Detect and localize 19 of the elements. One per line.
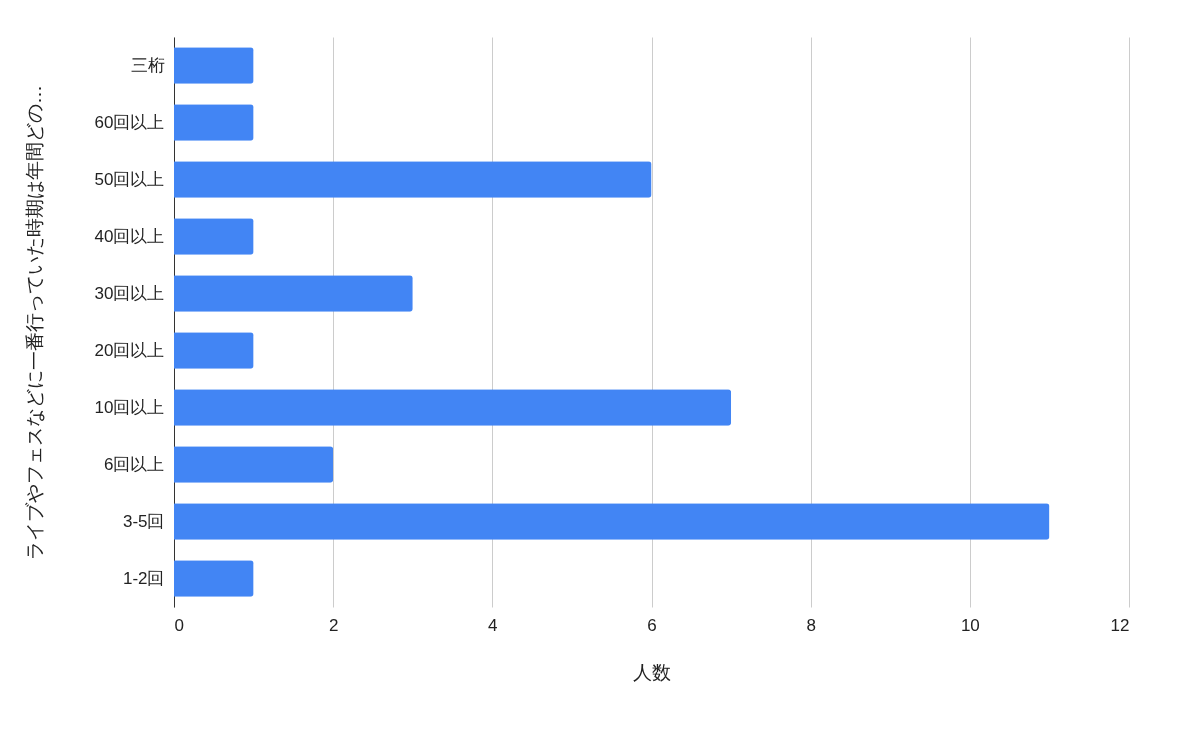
x-tick-label: 0 — [174, 615, 184, 635]
x-tick-label: 2 — [328, 615, 339, 635]
y-tick-label: 40回以上 — [94, 226, 165, 246]
x-axis-title: 人数 — [633, 661, 671, 683]
y-tick-label: 30回以上 — [94, 283, 165, 303]
x-tick-label: 12 — [1110, 615, 1130, 635]
x-tick-label: 6 — [647, 615, 657, 635]
y-tick-label: 3-5回 — [122, 511, 165, 531]
y-tick-label: 1-2回 — [122, 568, 165, 588]
x-tick-label: 4 — [488, 615, 498, 635]
y-tick-label: 10回以上 — [94, 397, 165, 417]
x-tick-label: 8 — [806, 615, 816, 635]
y-tick-label: 20回以上 — [94, 340, 165, 360]
y-axis-title: ライブやフェスなどに一番行っていた時期は年間どの… — [23, 85, 45, 560]
y-tick-label: 三桁 — [130, 55, 165, 75]
y-tick-label: 50回以上 — [94, 169, 165, 189]
y-tick-label: 60回以上 — [94, 112, 165, 132]
y-tick-label: 6回以上 — [104, 454, 165, 474]
x-tick-label: 10 — [960, 615, 980, 635]
